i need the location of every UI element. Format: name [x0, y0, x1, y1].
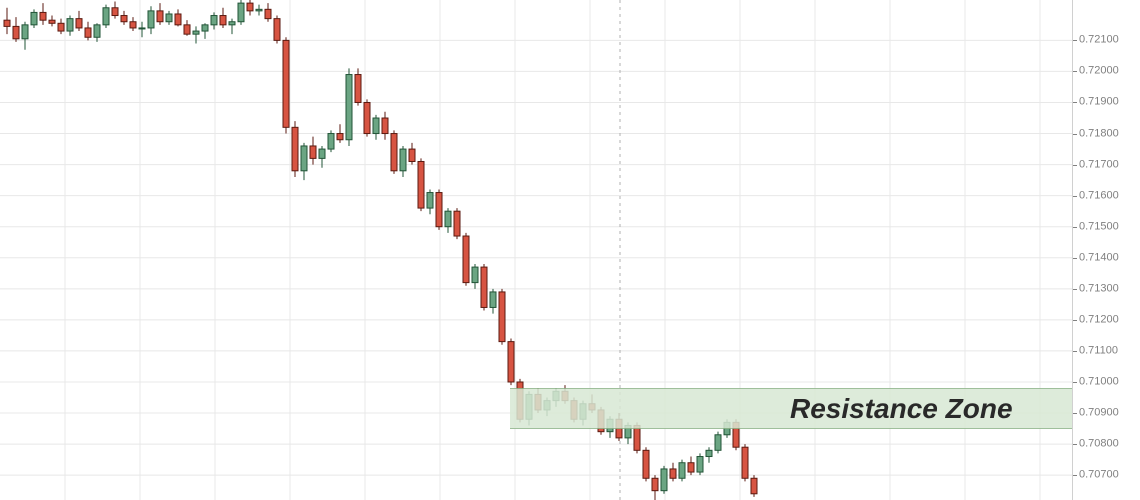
y-axis-label: 0.70800 [1079, 439, 1119, 450]
y-axis-label: 0.70700 [1079, 470, 1119, 481]
y-axis-label: 0.71300 [1079, 283, 1119, 294]
resistance-zone-label: Resistance Zone [790, 393, 1013, 425]
y-axis-label: 0.71000 [1079, 376, 1119, 387]
y-axis-label: 0.71700 [1079, 159, 1119, 170]
y-axis-label: 0.72100 [1079, 35, 1119, 46]
y-axis-label: 0.71800 [1079, 128, 1119, 139]
y-axis-label: 0.71600 [1079, 190, 1119, 201]
y-axis-label: 0.71100 [1079, 345, 1118, 356]
y-axis-label: 0.71500 [1079, 221, 1119, 232]
y-axis-label: 0.70900 [1079, 408, 1119, 419]
y-axis-label: 0.72000 [1079, 66, 1119, 77]
y-axis: 0.70700 0.70800 0.70900 0.71000 0.71100 0.712… [1072, 0, 1140, 500]
y-axis-label: 0.71400 [1079, 252, 1119, 263]
y-axis-label: 0.71900 [1079, 97, 1119, 108]
price-chart: 0.70700 0.70800 0.70900 0.71000 0.71100 0.712… [0, 0, 1140, 500]
y-axis-label: 0.71200 [1079, 314, 1119, 325]
